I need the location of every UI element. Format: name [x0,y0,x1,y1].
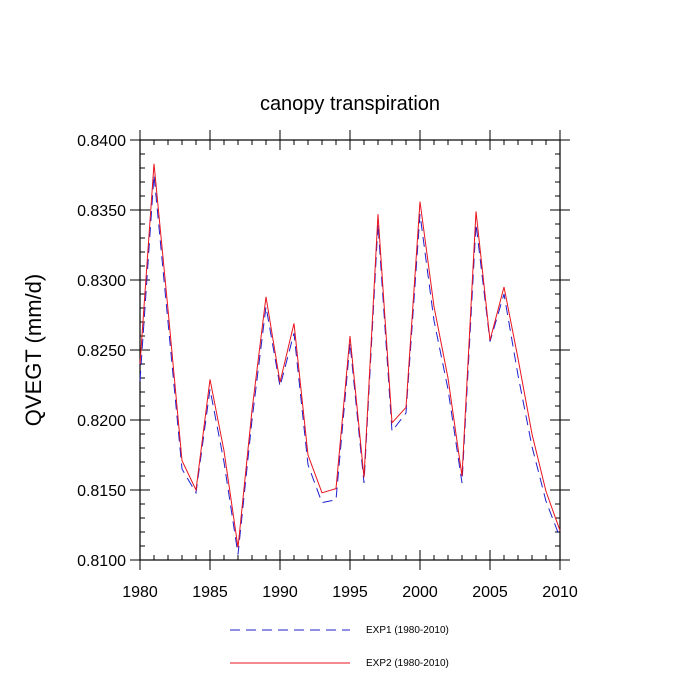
y-tick-label: 0.8200 [77,413,126,430]
y-tick-label: 0.8350 [77,203,126,220]
y-tick-label: 0.8100 [77,553,126,570]
x-tick-label: 1990 [262,584,298,601]
x-tick-label: 2005 [472,584,508,601]
x-tick-label: 2010 [542,584,578,601]
y-tick-label: 0.8150 [77,483,126,500]
chart-title: canopy transpiration [260,93,440,115]
series-line-exp1 [139,174,561,555]
y-tick-label: 0.8300 [77,273,126,290]
plot-area: 1980 1985 1990 1995 2000 2005 2010 0.8100 0.8150… [77,130,578,601]
legend-label-exp2: EXP2 (1980-2010) [366,658,449,669]
y-axis-label: QVEGT (mm/d) [21,274,46,426]
x-tick-label: 1995 [332,584,368,601]
x-tick-label: 1985 [192,584,228,601]
legend: EXP1 (1980-2010) EXP2 (1980-2010) [230,625,449,669]
y-tick-label: 0.8250 [77,343,126,360]
series-line-exp2 [139,163,561,548]
plot-frame [139,139,561,561]
legend-label-exp1: EXP1 (1980-2010) [366,625,449,636]
x-tick-label: 2000 [402,584,438,601]
x-tick-label: 1980 [122,584,158,601]
y-tick-label: 0.8400 [77,133,126,150]
